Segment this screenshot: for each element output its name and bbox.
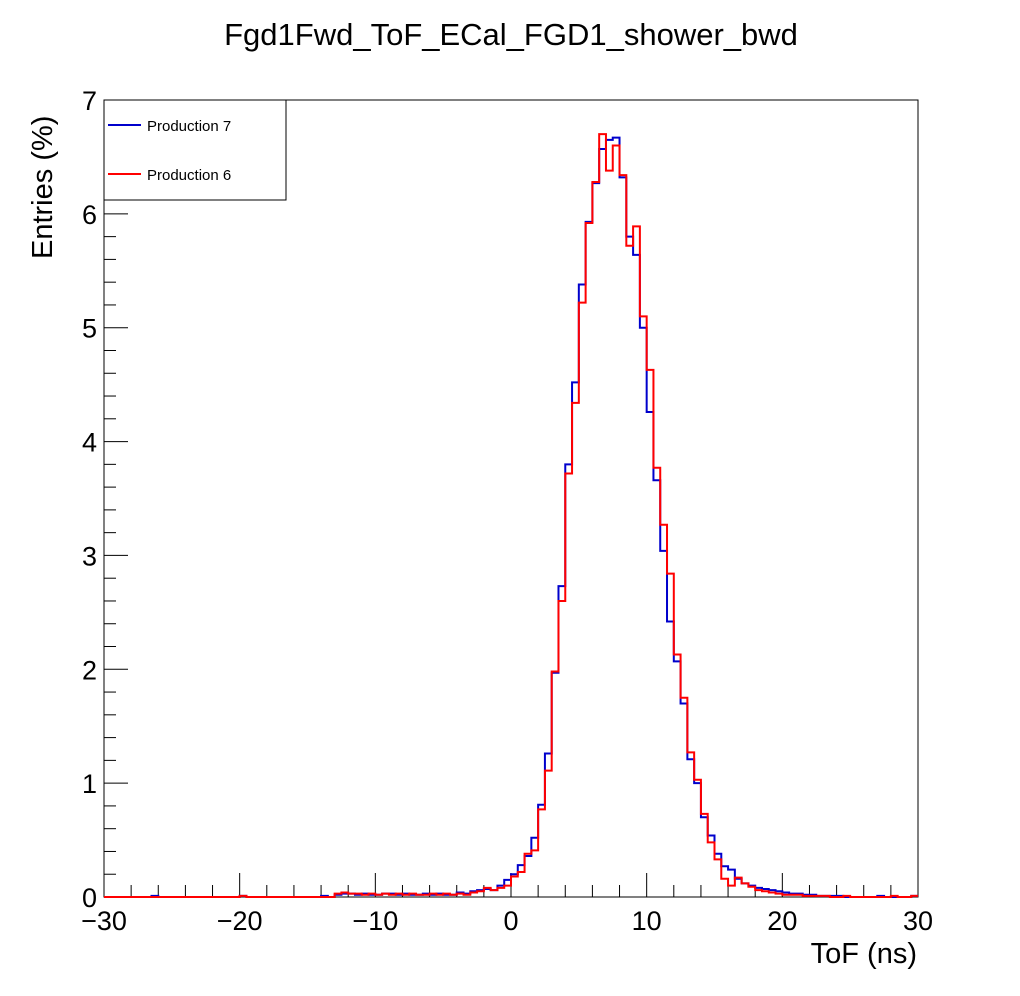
x-tick-label: −30 [81,906,127,936]
x-tick-label: 0 [503,906,518,936]
chart-title: Fgd1Fwd_ToF_ECal_FGD1_shower_bwd [224,17,798,52]
legend: Production 7 Production 6 [103,99,287,201]
x-tick-label: −20 [217,906,263,936]
y-tick-label: 7 [82,86,97,116]
x-tick-label: 20 [767,906,797,936]
legend-label-production-6: Production 6 [147,167,231,184]
series-line-production-6 [104,133,918,898]
x-axis-label: ToF (ns) [811,938,917,970]
series-line-production-7 [104,136,918,898]
series-layer [104,133,918,898]
y-tick-label: 4 [82,428,97,458]
x-tick-label: 10 [632,906,662,936]
x-tick-label: −10 [352,906,398,936]
y-axis: 0 1 2 3 4 5 6 7 [82,86,128,913]
plot-frame [103,99,919,898]
legend-label-production-7: Production 7 [147,118,231,135]
y-tick-label: 1 [82,769,97,799]
legend-box [103,99,287,201]
plot-area-border [103,99,919,898]
y-tick-label: 6 [82,200,97,230]
x-axis: −30 −20 −10 0 10 20 30 [81,873,933,936]
y-axis-label: Entries (%) [27,116,59,259]
y-tick-label: 5 [82,314,97,344]
x-tick-label: 30 [903,906,933,936]
y-tick-label: 2 [82,655,97,685]
y-tick-label: 0 [82,883,97,913]
y-tick-label: 3 [82,541,97,571]
